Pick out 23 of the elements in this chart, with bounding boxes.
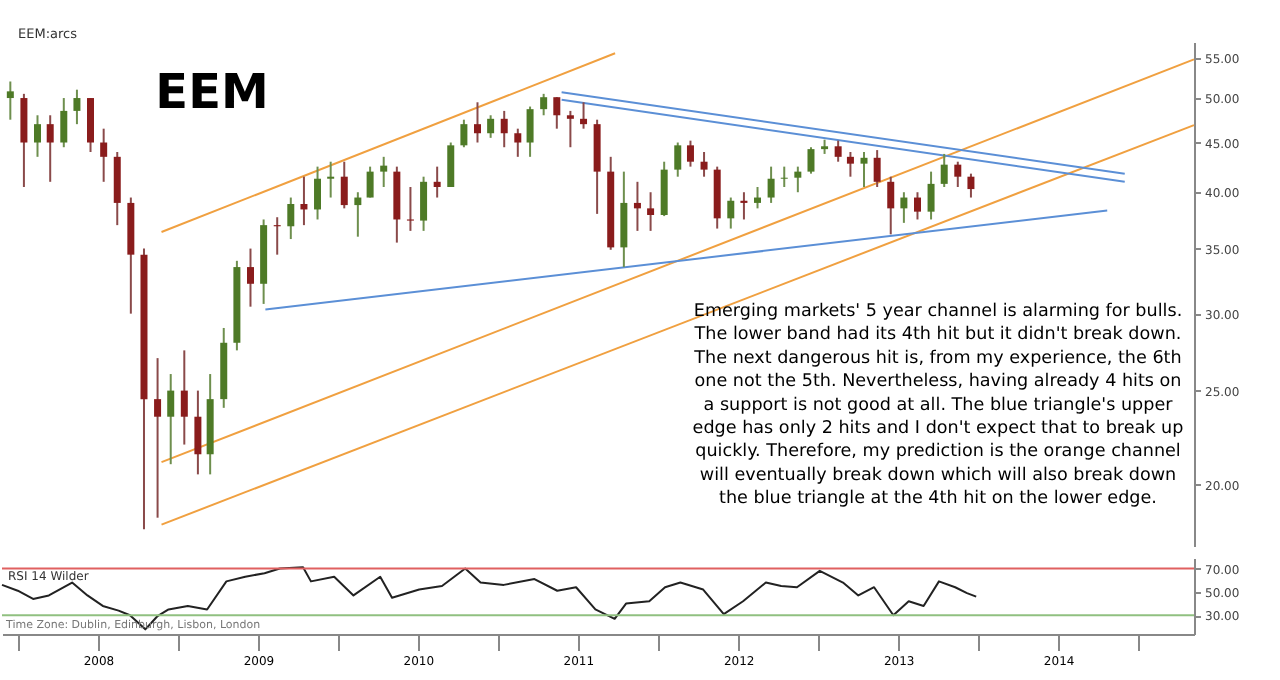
candlestick	[6, 80, 14, 121]
candlestick	[900, 191, 908, 224]
text: EEM	[155, 64, 269, 120]
candlestick	[380, 155, 388, 188]
candlestick	[406, 185, 414, 232]
candlestick	[300, 175, 308, 227]
candlestick	[846, 151, 854, 178]
candlestick	[700, 151, 708, 178]
candlestick	[860, 151, 868, 188]
candlestick	[473, 101, 481, 144]
candlestick	[780, 165, 788, 188]
candlestick	[433, 165, 441, 199]
candlestick	[794, 165, 802, 194]
line-series	[1, 566, 978, 631]
candlestick	[647, 191, 655, 232]
candlestick	[566, 109, 574, 149]
candlestick	[740, 191, 748, 221]
candlestick	[580, 101, 588, 130]
candlestick	[633, 180, 641, 232]
candlestick	[327, 160, 335, 199]
candlestick	[154, 357, 162, 519]
candlestick	[754, 185, 762, 210]
candlestick	[354, 191, 362, 238]
